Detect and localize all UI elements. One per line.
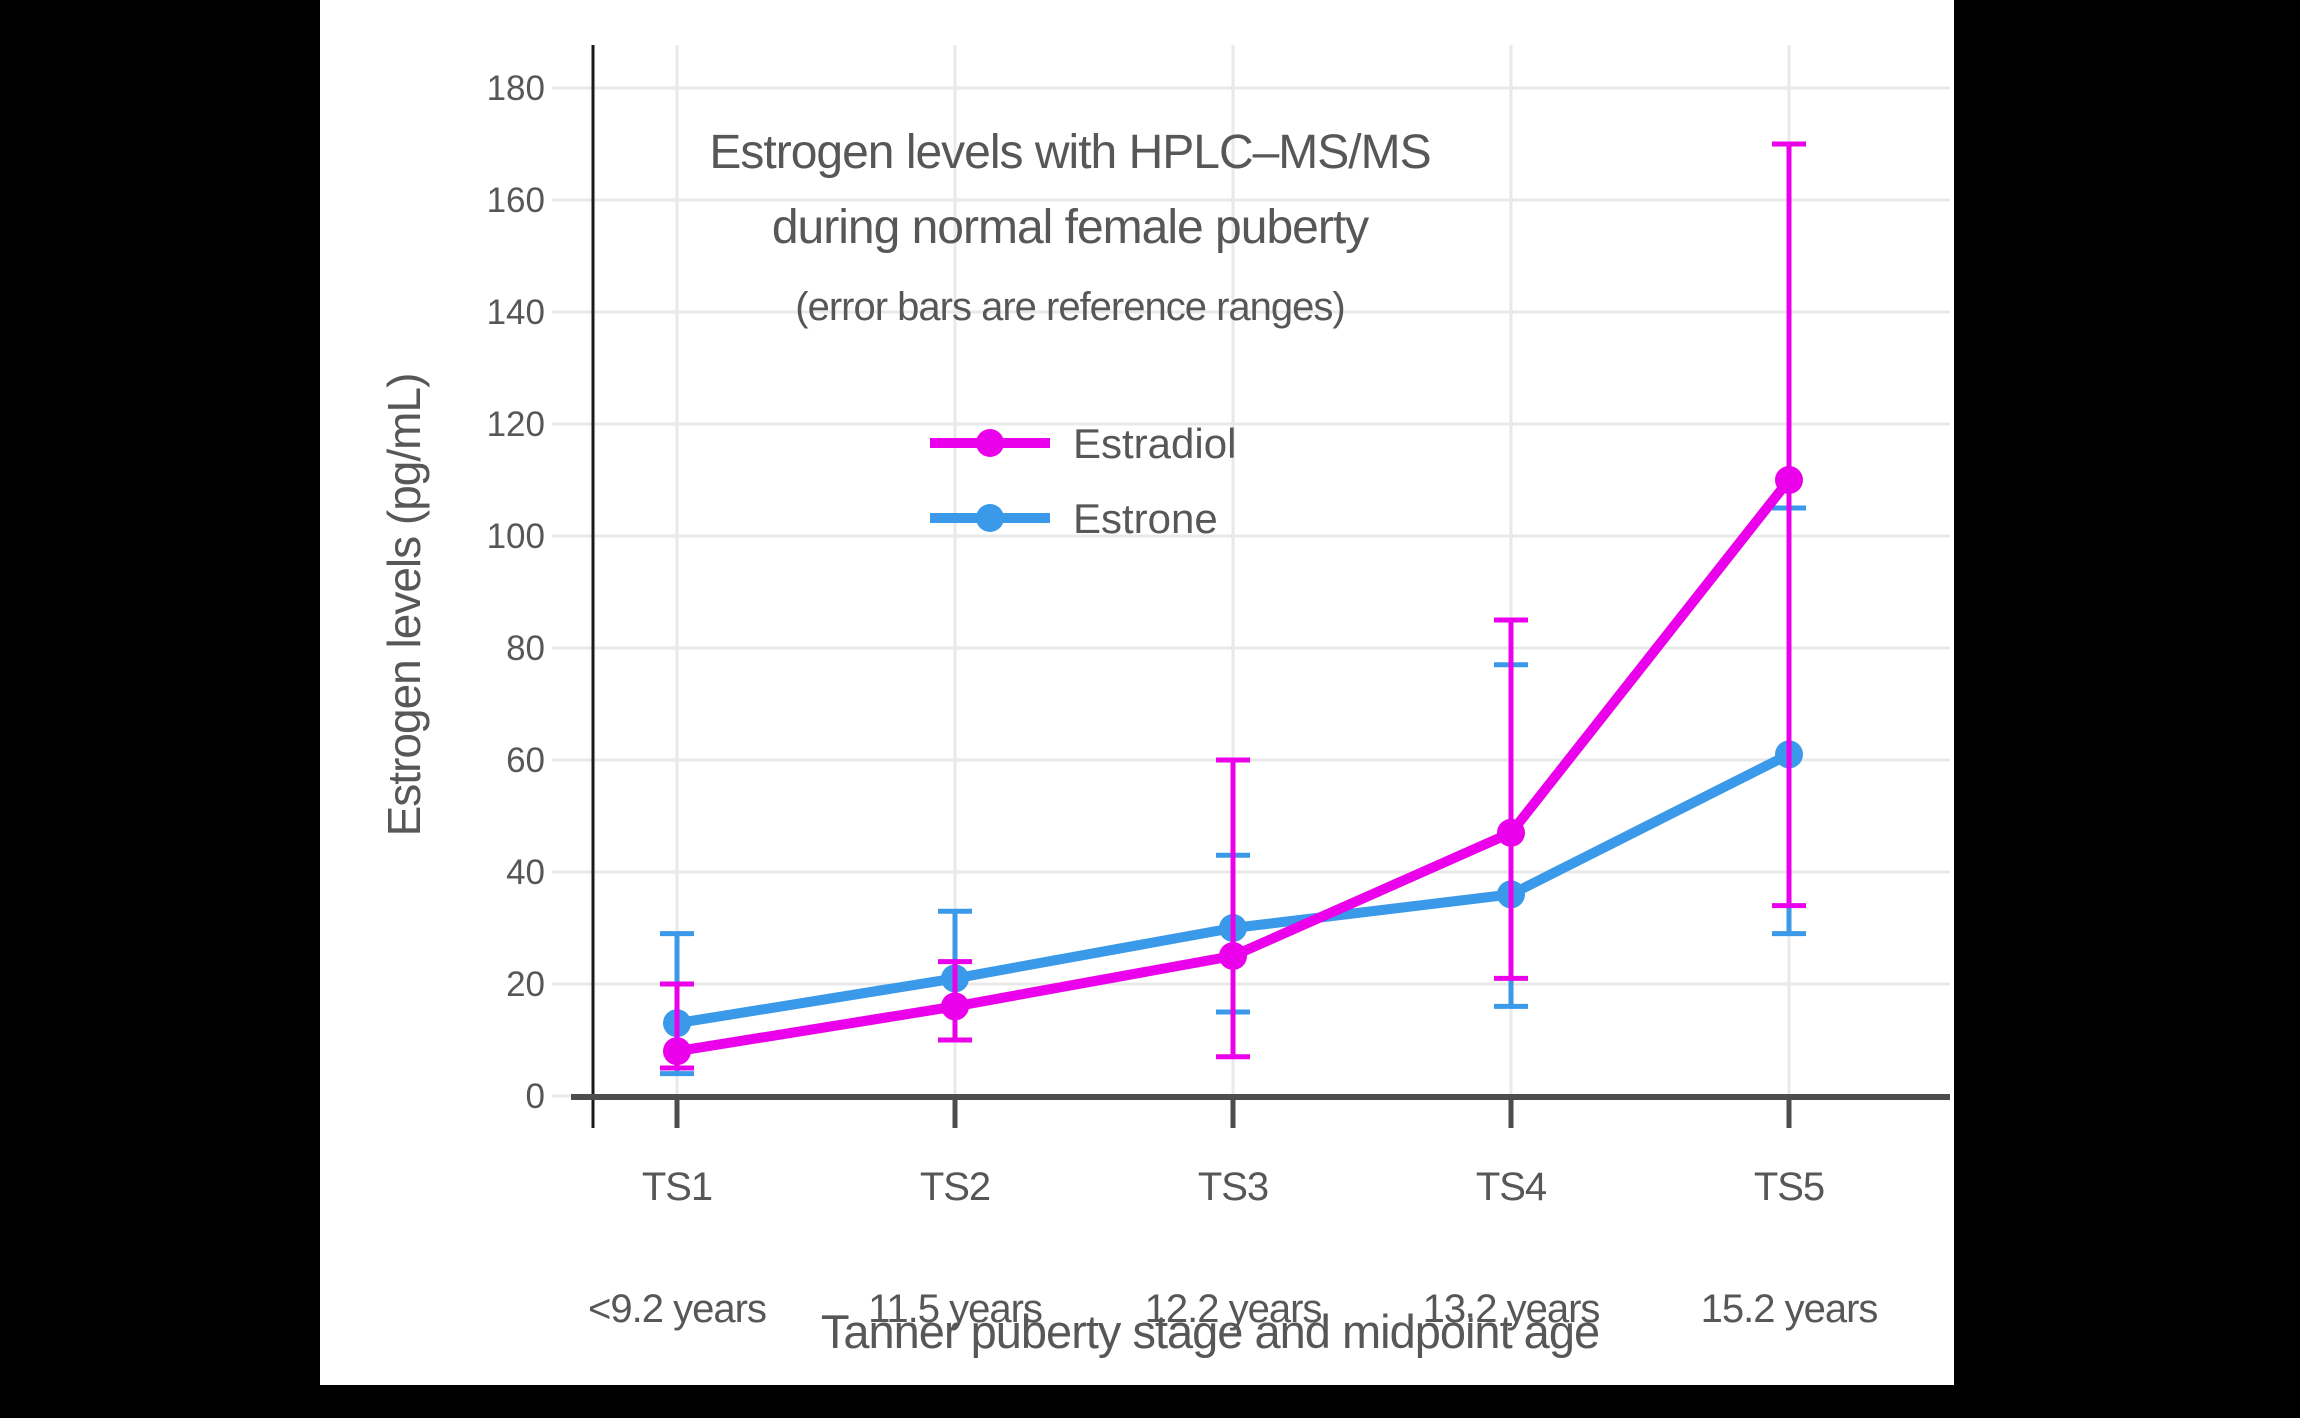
- estradiol-point-ts4: [1497, 818, 1525, 847]
- y-tick-label-180: 180: [487, 69, 545, 108]
- legend-item-estrone: Estrone: [930, 495, 1218, 542]
- x-tick-label-ts4: TS4: [1476, 1165, 1547, 1209]
- y-tick-label-80: 80: [506, 629, 545, 668]
- estradiol-legend-label: Estradiol: [1073, 420, 1236, 467]
- y-tick-label-140: 140: [487, 293, 545, 332]
- y-axis-title: Estrogen levels (pg/mL): [378, 374, 430, 837]
- x-age-label-ts2: 11.5 years: [868, 1287, 1042, 1331]
- axis-ticks-and-labels: 0 20 40 60 80 100 120 140 160 180 TS1 <9.2 years TS2…: [487, 69, 1879, 1331]
- estradiol-point-ts2: [941, 992, 969, 1021]
- y-tick-label-40: 40: [506, 853, 545, 892]
- estradiol-point-ts1: [663, 1037, 691, 1066]
- chart-panel: 0 20 40 60 80 100 120 140 160 180 TS1 <9.2 years TS2…: [320, 0, 1954, 1385]
- x-age-label-ts1: <9.2 years: [588, 1287, 766, 1331]
- chart-title-line1: Estrogen levels with HPLC–MS/MS: [709, 126, 1430, 179]
- x-tick-label-ts3: TS3: [1198, 1165, 1268, 1209]
- legend: Estradiol Estrone: [930, 420, 1236, 542]
- legend-item-estradiol: Estradiol: [930, 420, 1236, 467]
- x-age-label-ts4: 13.2 years: [1423, 1287, 1600, 1331]
- y-tick-label-0: 0: [526, 1077, 545, 1116]
- x-age-label-ts5: 15.2 years: [1701, 1287, 1878, 1331]
- y-tick-label-160: 160: [487, 181, 545, 220]
- estrone-legend-marker: [976, 504, 1004, 532]
- y-tick-label-100: 100: [487, 517, 545, 556]
- y-tick-label-60: 60: [506, 741, 545, 780]
- estradiol-error-bar-ts4: [1494, 617, 1528, 981]
- x-age-label-ts3: 12.2 years: [1145, 1287, 1322, 1331]
- x-axis-title: Tanner puberty stage and midpoint age: [821, 1305, 1599, 1358]
- estrone-legend-label: Estrone: [1073, 495, 1218, 542]
- series-estradiol: [660, 141, 1806, 1071]
- plot-series: [660, 141, 1806, 1077]
- x-tick-label-ts1: TS1: [642, 1165, 712, 1209]
- estradiol-error-bar-ts5: [1772, 141, 1806, 909]
- estradiol-point-ts3: [1219, 942, 1247, 970]
- estradiol-error-bar-ts3: [1216, 757, 1250, 1060]
- x-tick-label-ts2: TS2: [920, 1165, 990, 1209]
- chart-subtitle: (error bars are reference ranges): [795, 285, 1344, 329]
- x-tick-label-ts5: TS5: [1754, 1165, 1824, 1209]
- estrogen-puberty-line-chart: 0 20 40 60 80 100 120 140 160 180 TS1 <9.2 years TS2…: [378, 45, 1950, 1358]
- y-tick-label-120: 120: [487, 405, 545, 444]
- y-tick-label-20: 20: [506, 965, 545, 1004]
- chart-title-line2: during normal female puberty: [772, 201, 1369, 254]
- estradiol-point-ts5: [1775, 466, 1803, 494]
- estradiol-legend-marker: [976, 429, 1004, 457]
